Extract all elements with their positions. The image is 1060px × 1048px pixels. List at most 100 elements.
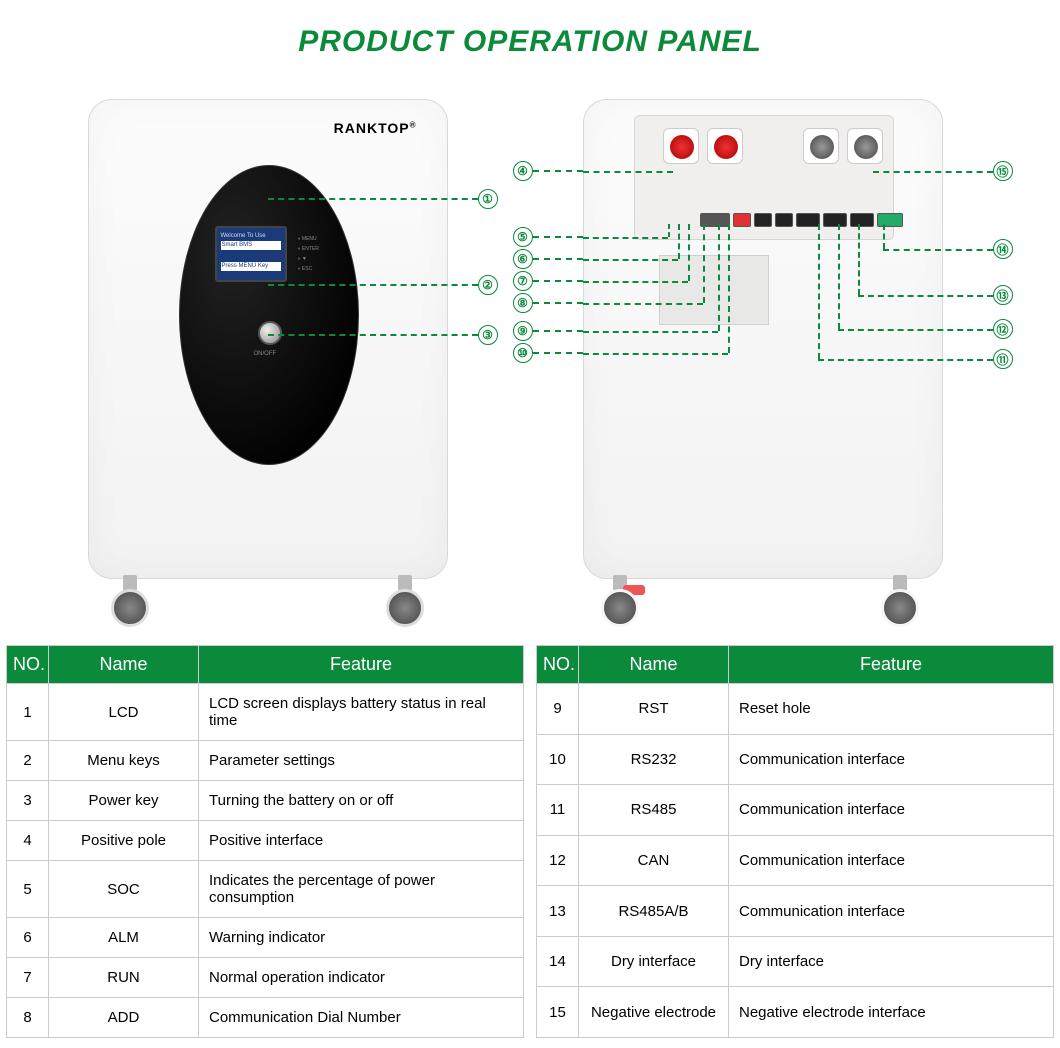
callout-number: ⑧ bbox=[513, 293, 533, 313]
port bbox=[823, 213, 847, 227]
cell-name: RS232 bbox=[579, 734, 729, 785]
cell-name: RS485A/B bbox=[579, 886, 729, 937]
callout-number: ② bbox=[478, 275, 498, 295]
callout-number: ⑬ bbox=[993, 285, 1013, 305]
cell-feature: Warning indicator bbox=[199, 918, 524, 958]
cell-name: Dry interface bbox=[579, 936, 729, 987]
cell-no: 10 bbox=[537, 734, 579, 785]
positive-terminal bbox=[707, 128, 743, 164]
th-no: NO. bbox=[7, 646, 49, 684]
device-back-body bbox=[583, 99, 943, 579]
callout-number: ⑮ bbox=[993, 161, 1013, 181]
callout-number: ⑨ bbox=[513, 321, 533, 341]
port bbox=[700, 213, 730, 227]
wheel bbox=[378, 575, 432, 629]
cell-name: ADD bbox=[49, 998, 199, 1038]
th-name: Name bbox=[579, 646, 729, 684]
cell-feature: LCD screen displays battery status in re… bbox=[199, 684, 524, 741]
menu-keys: MENU ENTER ▼ ESC bbox=[298, 234, 319, 274]
wheel bbox=[873, 575, 927, 629]
port bbox=[850, 213, 874, 227]
negative-terminal bbox=[803, 128, 839, 164]
power-label: ON/OFF bbox=[254, 351, 277, 357]
cell-no: 2 bbox=[7, 741, 49, 781]
table-row: 10RS232Communication interface bbox=[537, 734, 1054, 785]
th-no: NO. bbox=[537, 646, 579, 684]
table-row: 6ALMWarning indicator bbox=[7, 918, 524, 958]
cell-feature: Normal operation indicator bbox=[199, 958, 524, 998]
cell-name: RST bbox=[579, 684, 729, 735]
cell-name: ALM bbox=[49, 918, 199, 958]
cell-feature: Communication interface bbox=[729, 785, 1054, 836]
cell-no: 9 bbox=[537, 684, 579, 735]
cell-feature: Dry interface bbox=[729, 936, 1054, 987]
cell-feature: Turning the battery on or off bbox=[199, 781, 524, 821]
port bbox=[754, 213, 772, 227]
cell-no: 3 bbox=[7, 781, 49, 821]
cell-feature: Communication interface bbox=[729, 835, 1054, 886]
cell-no: 5 bbox=[7, 861, 49, 918]
cell-no: 6 bbox=[7, 918, 49, 958]
cell-feature: Communication Dial Number bbox=[199, 998, 524, 1038]
cell-no: 8 bbox=[7, 998, 49, 1038]
cell-no: 7 bbox=[7, 958, 49, 998]
lcd-screen: Welcome To Use Smart BMS Press MENU Key bbox=[215, 226, 287, 282]
cell-name: Negative electrode bbox=[579, 987, 729, 1038]
th-feature: Feature bbox=[729, 646, 1054, 684]
callout-number: ⑭ bbox=[993, 239, 1013, 259]
port bbox=[796, 213, 820, 227]
table-row: 8ADDCommunication Dial Number bbox=[7, 998, 524, 1038]
table-row: 13RS485A/BCommunication interface bbox=[537, 886, 1054, 937]
negative-terminal bbox=[847, 128, 883, 164]
cell-feature: Communication interface bbox=[729, 886, 1054, 937]
port bbox=[877, 213, 903, 227]
table-row: 12CANCommunication interface bbox=[537, 835, 1054, 886]
callout-number: ⑫ bbox=[993, 319, 1013, 339]
page-title: PRODUCT OPERATION PANEL bbox=[0, 0, 1060, 79]
callout-number: ④ bbox=[513, 161, 533, 181]
ports-row bbox=[700, 208, 930, 232]
device-back: ④ ⑤⑥⑦⑧ ⑨⑩ ⑮ ⑭ ⑬ ⑫ ⑪ bbox=[513, 99, 1013, 629]
table-row: 14Dry interfaceDry interface bbox=[537, 936, 1054, 987]
callout-number: ⑤ bbox=[513, 227, 533, 247]
table-row: 7RUNNormal operation indicator bbox=[7, 958, 524, 998]
callout-number: ⑩ bbox=[513, 343, 533, 363]
spec-label bbox=[659, 255, 769, 325]
callout-number: ① bbox=[478, 189, 498, 209]
back-top-plate bbox=[634, 115, 894, 240]
device-front: RANKTOP® Welcome To Use Smart BMS Press … bbox=[48, 99, 468, 629]
tables-row: NO. Name Feature 1LCDLCD screen displays… bbox=[0, 639, 1060, 1048]
wheel bbox=[593, 575, 647, 629]
cell-no: 11 bbox=[537, 785, 579, 836]
cell-name: LCD bbox=[49, 684, 199, 741]
cell-no: 4 bbox=[7, 821, 49, 861]
cell-no: 1 bbox=[7, 684, 49, 741]
cell-name: Power key bbox=[49, 781, 199, 821]
cell-feature: Communication interface bbox=[729, 734, 1054, 785]
table-row: 4Positive polePositive interface bbox=[7, 821, 524, 861]
callout-number: ③ bbox=[478, 325, 498, 345]
callout-number: ⑪ bbox=[993, 349, 1013, 369]
callout-number: ⑦ bbox=[513, 271, 533, 291]
wheel bbox=[103, 575, 157, 629]
brand-logo: RANKTOP® bbox=[334, 120, 417, 136]
th-feature: Feature bbox=[199, 646, 524, 684]
table-row: 3Power keyTurning the battery on or off bbox=[7, 781, 524, 821]
table-row: 9RSTReset hole bbox=[537, 684, 1054, 735]
cell-no: 14 bbox=[537, 936, 579, 987]
port bbox=[775, 213, 793, 227]
cell-feature: Parameter settings bbox=[199, 741, 524, 781]
cell-feature: Reset hole bbox=[729, 684, 1054, 735]
power-button bbox=[258, 321, 282, 345]
cell-no: 13 bbox=[537, 886, 579, 937]
cell-name: RS485 bbox=[579, 785, 729, 836]
features-table-left: NO. Name Feature 1LCDLCD screen displays… bbox=[6, 645, 524, 1038]
features-table-right: NO. Name Feature 9RSTReset hole10RS232Co… bbox=[536, 645, 1054, 1038]
callout-number: ⑥ bbox=[513, 249, 533, 269]
table-row: 15Negative electrodeNegative electrode i… bbox=[537, 987, 1054, 1038]
table-row: 2Menu keysParameter settings bbox=[7, 741, 524, 781]
devices-row: RANKTOP® Welcome To Use Smart BMS Press … bbox=[0, 79, 1060, 639]
cell-name: SOC bbox=[49, 861, 199, 918]
cell-feature: Indicates the percentage of power consum… bbox=[199, 861, 524, 918]
cell-feature: Positive interface bbox=[199, 821, 524, 861]
